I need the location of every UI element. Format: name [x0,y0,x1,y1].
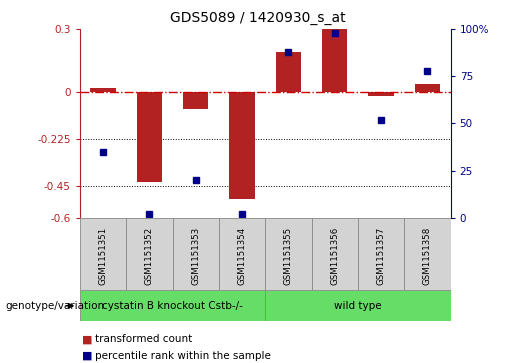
Text: ■: ■ [82,351,93,361]
Text: transformed count: transformed count [95,334,193,344]
Text: GSM1151358: GSM1151358 [423,227,432,285]
Text: GSM1151356: GSM1151356 [330,227,339,285]
Text: GDS5089 / 1420930_s_at: GDS5089 / 1420930_s_at [169,11,346,25]
Text: GSM1151354: GSM1151354 [237,227,247,285]
Text: ■: ■ [82,334,93,344]
Bar [358,218,404,290]
Bar [312,218,358,290]
Bar [80,290,265,321]
Bar [404,218,451,290]
Bar [173,218,219,290]
Bar [368,92,394,96]
Bar [276,52,301,92]
Bar [229,92,255,199]
Bar [415,83,440,92]
Text: genotype/variation: genotype/variation [5,301,104,311]
Bar [265,218,312,290]
Bar [219,218,265,290]
Text: GSM1151355: GSM1151355 [284,227,293,285]
Bar [322,29,348,92]
Bar [126,218,173,290]
Bar [183,92,209,109]
Text: wild type: wild type [334,301,382,311]
Text: GSM1151351: GSM1151351 [98,227,108,285]
Bar [80,218,126,290]
Text: GSM1151357: GSM1151357 [376,227,386,285]
Text: GSM1151353: GSM1151353 [191,227,200,285]
Bar [136,92,162,182]
Bar [90,88,116,92]
Text: percentile rank within the sample: percentile rank within the sample [95,351,271,361]
Text: cystatin B knockout Cstb-/-: cystatin B knockout Cstb-/- [102,301,243,311]
Bar [265,290,451,321]
Text: GSM1151352: GSM1151352 [145,227,154,285]
